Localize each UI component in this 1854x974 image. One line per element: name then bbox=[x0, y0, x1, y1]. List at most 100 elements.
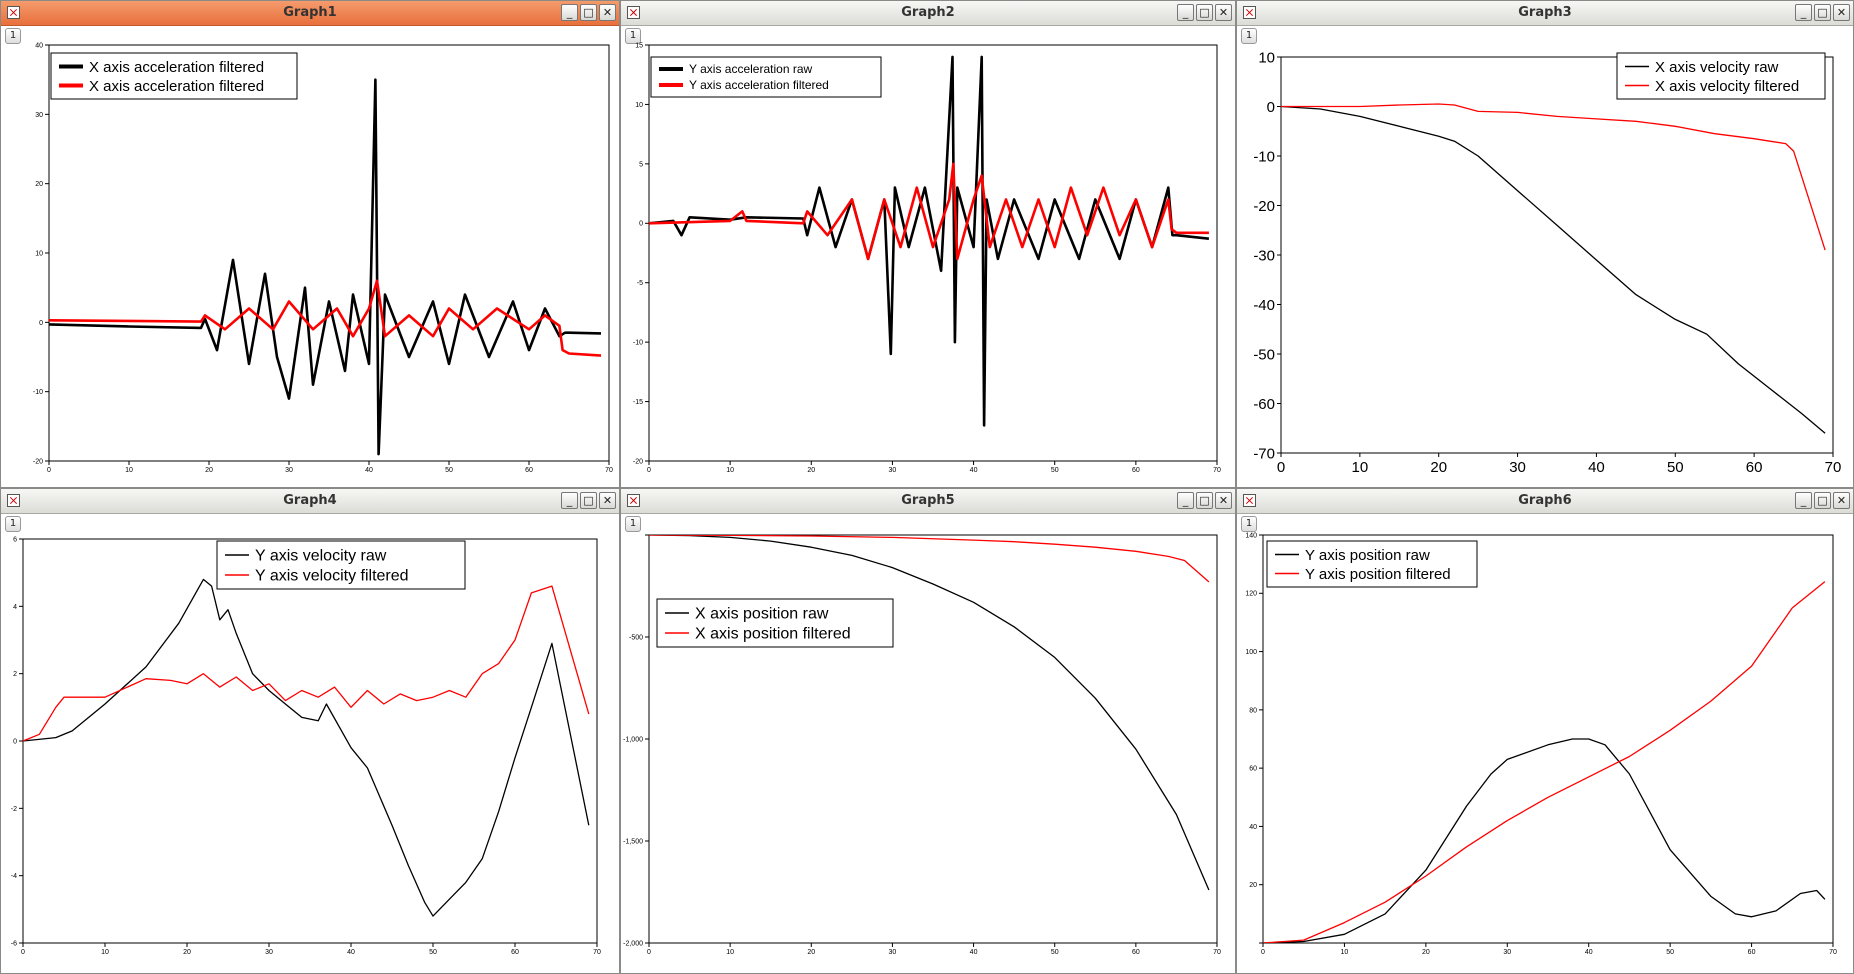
window-controls: _ □ ✕ bbox=[1175, 4, 1232, 23]
layer-button[interactable]: 1 bbox=[1241, 516, 1257, 532]
close-icon[interactable]: ✕ bbox=[1833, 492, 1850, 509]
graph-window-4[interactable]: Graph4 _ □ ✕ 1 0 10 20 30 40 50 60 70 -6 -4 -2 0 2 4 6 Y axi… bbox=[0, 488, 620, 974]
window-menu-icon[interactable] bbox=[1243, 6, 1256, 19]
y-tick-label: 20 bbox=[35, 181, 43, 188]
x-tick-label: 20 bbox=[1430, 459, 1447, 476]
x-tick-label: 70 bbox=[1213, 949, 1221, 956]
chart-svg: 0 10 20 30 40 50 60 70 -20 -10 0 10 20 30 40 X axis acc… bbox=[33, 42, 613, 474]
x-tick-label: 70 bbox=[605, 467, 613, 474]
window-title: Graph5 bbox=[901, 493, 955, 508]
plot-frame bbox=[648, 44, 1218, 462]
x-tick-label: 10 bbox=[726, 949, 734, 956]
minimize-icon[interactable]: _ bbox=[1795, 492, 1812, 509]
x-tick-label: 60 bbox=[1748, 949, 1756, 956]
title-bar[interactable]: Graph2 _ □ ✕ bbox=[621, 1, 1235, 26]
series-line-filtered bbox=[649, 162, 1209, 261]
y-tick-label: 5 bbox=[639, 161, 643, 168]
y-tick-label: -20 bbox=[33, 458, 43, 465]
close-icon[interactable]: ✕ bbox=[599, 492, 616, 509]
legend-label: X axis acceleration filtered bbox=[89, 78, 264, 95]
series-line-raw bbox=[49, 78, 602, 456]
y-tick-label: 20 bbox=[1249, 882, 1257, 889]
x-tick-label: 20 bbox=[807, 467, 815, 474]
window-controls: _ □ ✕ bbox=[1793, 492, 1850, 511]
y-tick-label: -10 bbox=[33, 389, 43, 396]
legend-box bbox=[216, 540, 466, 590]
maximize-icon[interactable]: □ bbox=[1196, 492, 1213, 509]
x-tick-label: 60 bbox=[1746, 459, 1763, 476]
series-line-raw bbox=[1263, 738, 1826, 943]
graph-window-6[interactable]: Graph6 _ □ ✕ 1 0 10 20 30 40 50 60 70 20 40 60 80 100 120 1… bbox=[1236, 488, 1854, 974]
maximize-icon[interactable]: □ bbox=[1196, 4, 1213, 21]
graph-window-5[interactable]: Graph5 _ □ ✕ 1 0 10 20 30 40 50 60 70 -2,000 -1,500 -1,… bbox=[620, 488, 1236, 974]
x-tick-label: 10 bbox=[1341, 949, 1349, 956]
legend-label: X axis position filtered bbox=[695, 626, 851, 643]
series-line-filtered bbox=[1263, 581, 1826, 943]
y-tick-label: -1,000 bbox=[623, 736, 643, 743]
x-tick-label: 60 bbox=[1132, 949, 1140, 956]
x-tick-label: 30 bbox=[285, 467, 293, 474]
x-tick-label: 30 bbox=[1503, 949, 1511, 956]
legend-label: Y axis velocity raw bbox=[255, 548, 387, 565]
maximize-icon[interactable]: □ bbox=[1814, 4, 1831, 21]
graph-window-3[interactable]: Graph3 _ □ ✕ 1 0 10 20 30 40 50 60 70 -70 -60 -50 -40 -30… bbox=[1236, 0, 1854, 488]
layer-button[interactable]: 1 bbox=[625, 516, 641, 532]
maximize-icon[interactable]: □ bbox=[580, 4, 597, 21]
window-menu-icon[interactable] bbox=[7, 494, 20, 507]
y-tick-label: -20 bbox=[633, 458, 643, 465]
x-tick-label: 20 bbox=[205, 467, 213, 474]
minimize-icon[interactable]: _ bbox=[561, 4, 578, 21]
layer-button[interactable]: 1 bbox=[625, 28, 641, 44]
x-tick-label: 10 bbox=[726, 467, 734, 474]
x-tick-label: 10 bbox=[101, 949, 109, 956]
x-tick-label: 20 bbox=[1422, 949, 1430, 956]
close-icon[interactable]: ✕ bbox=[599, 4, 616, 21]
series-line-raw bbox=[649, 535, 1210, 891]
layer-button[interactable]: 1 bbox=[1241, 28, 1257, 44]
layer-button[interactable]: 1 bbox=[5, 28, 21, 44]
close-icon[interactable]: ✕ bbox=[1833, 4, 1850, 21]
title-bar[interactable]: Graph6 _ □ ✕ bbox=[1237, 489, 1853, 514]
graph-window-1[interactable]: Graph1 _ □ ✕ 1 0 10 20 30 40 50 60 70 -20 -10 0 10 20 30 40… bbox=[0, 0, 620, 488]
legend-label: Y axis acceleration filtered bbox=[689, 78, 829, 92]
maximize-icon[interactable]: □ bbox=[580, 492, 597, 509]
x-tick-label: 10 bbox=[125, 467, 133, 474]
minimize-icon[interactable]: _ bbox=[561, 492, 578, 509]
graph-window-2[interactable]: Graph2 _ □ ✕ 1 0 10 20 30 40 50 60 70 -20 -15 -10 -5 0 5 10… bbox=[620, 0, 1236, 488]
maximize-icon[interactable]: □ bbox=[1814, 492, 1831, 509]
close-icon[interactable]: ✕ bbox=[1215, 492, 1232, 509]
title-bar[interactable]: Graph1 _ □ ✕ bbox=[1, 1, 619, 26]
x-tick-label: 50 bbox=[1667, 459, 1684, 476]
y-tick-label: -50 bbox=[1253, 346, 1275, 363]
legend-box bbox=[656, 598, 894, 648]
legend: X axis position raw X axis position filte… bbox=[656, 598, 894, 648]
title-bar[interactable]: Graph3 _ □ ✕ bbox=[1237, 1, 1853, 26]
window-title: Graph2 bbox=[901, 5, 955, 20]
close-icon[interactable]: ✕ bbox=[1215, 4, 1232, 21]
window-menu-icon[interactable] bbox=[1243, 494, 1256, 507]
legend-box bbox=[650, 56, 882, 98]
x-tick-label: 20 bbox=[183, 949, 191, 956]
legend-label: Y axis position raw bbox=[1305, 547, 1430, 564]
layer-button[interactable]: 1 bbox=[5, 516, 21, 532]
window-menu-icon[interactable] bbox=[7, 6, 20, 19]
y-tick-label: -15 bbox=[633, 399, 643, 406]
title-bar[interactable]: Graph4 _ □ ✕ bbox=[1, 489, 619, 514]
y-tick-label: -2,000 bbox=[623, 940, 643, 947]
y-tick-label: -4 bbox=[11, 873, 17, 880]
chart-svg: 0 10 20 30 40 50 60 70 -70 -60 -50 -40 -30 -20 -10 0 10 X… bbox=[1253, 49, 1841, 476]
y-tick-label: 80 bbox=[1249, 707, 1257, 714]
legend: Y axis position raw Y axis position filte… bbox=[1266, 540, 1478, 588]
minimize-icon[interactable]: _ bbox=[1795, 4, 1812, 21]
legend-label: Y axis velocity filtered bbox=[255, 568, 409, 585]
minimize-icon[interactable]: _ bbox=[1177, 492, 1194, 509]
title-bar[interactable]: Graph5 _ □ ✕ bbox=[621, 489, 1235, 514]
window-menu-icon[interactable] bbox=[627, 494, 640, 507]
series-line-raw bbox=[649, 55, 1210, 427]
x-tick-label: 50 bbox=[429, 949, 437, 956]
minimize-icon[interactable]: _ bbox=[1177, 4, 1194, 21]
x-tick-label: 0 bbox=[647, 467, 651, 474]
window-controls: _ □ ✕ bbox=[559, 492, 616, 511]
series-line-filtered bbox=[649, 535, 1210, 583]
window-menu-icon[interactable] bbox=[627, 6, 640, 19]
